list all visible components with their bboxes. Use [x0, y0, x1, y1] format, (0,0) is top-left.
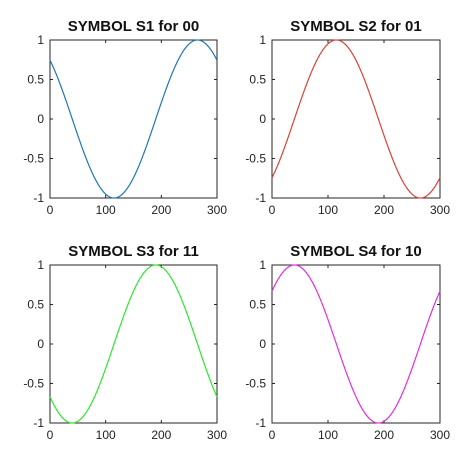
x-tick-label: 200	[374, 203, 394, 217]
x-tick-label: 0	[269, 203, 276, 217]
y-tick-label: 0.5	[249, 298, 266, 312]
axes-box	[49, 39, 218, 199]
x-tick-label: 300	[207, 428, 227, 442]
x-tick-label: 0	[269, 428, 276, 442]
subplot-1: SYMBOL S1 for 00 0 100 200 300 1 0.5 0 -0.5 -1	[23, 18, 227, 217]
y-tick-label: 0	[259, 112, 266, 126]
chart-title: SYMBOL S4 for 10	[290, 243, 421, 260]
chart-title: SYMBOL S1 for 00	[68, 18, 199, 35]
y-tick-label: 0.5	[27, 73, 44, 87]
subplot-3: SYMBOL S3 for 11 0 100 200 300 1 0.5 0 -0.5 -1	[23, 243, 227, 442]
y-tick-label: -1	[255, 416, 266, 430]
x-tick-label: 300	[430, 203, 450, 217]
series-line	[271, 39, 441, 199]
y-tick-label: 1	[37, 258, 44, 272]
y-tick-label: 0.5	[27, 298, 44, 312]
y-tick-label: -0.5	[245, 377, 266, 391]
chart-title: SYMBOL S3 for 11	[68, 243, 199, 260]
y-tick-label: -0.5	[23, 152, 44, 166]
y-tick-label: -1	[33, 416, 44, 430]
y-tick-label: 1	[259, 258, 266, 272]
series-line	[49, 39, 218, 199]
x-tick-label: 300	[207, 203, 227, 217]
chart-title: SYMBOL S2 for 01	[290, 18, 421, 35]
x-tick-label: 100	[318, 203, 338, 217]
axes-box	[271, 264, 441, 424]
x-tick-label: 0	[47, 203, 54, 217]
x-tick-label: 200	[151, 203, 171, 217]
subplot-4: SYMBOL S4 for 10 0 100 200 300 1 0.5 0 -0.5 -1	[245, 243, 450, 442]
x-tick-label: 100	[96, 203, 116, 217]
x-tick-label: 100	[96, 428, 116, 442]
axes-box	[271, 39, 441, 199]
x-tick-label: 200	[374, 428, 394, 442]
series-line	[271, 264, 441, 424]
subplot-2: SYMBOL S2 for 01 0 100 200 300 1 0.5 0 -0.5 -1	[245, 18, 450, 217]
y-tick-label: -0.5	[23, 377, 44, 391]
x-tick-label: 300	[430, 428, 450, 442]
y-tick-label: 0	[37, 337, 44, 351]
x-tick-label: 200	[151, 428, 171, 442]
x-tick-label: 0	[47, 428, 54, 442]
y-tick-label: 0	[259, 337, 266, 351]
axes-box	[49, 264, 218, 424]
y-tick-label: -1	[255, 191, 266, 205]
y-tick-label: -1	[33, 191, 44, 205]
y-tick-label: 0.5	[249, 73, 266, 87]
y-tick-label: 1	[259, 33, 266, 47]
series-line	[49, 264, 218, 424]
x-tick-label: 100	[318, 428, 338, 442]
y-tick-label: 1	[37, 33, 44, 47]
y-tick-label: 0	[37, 112, 44, 126]
y-tick-label: -0.5	[245, 152, 266, 166]
